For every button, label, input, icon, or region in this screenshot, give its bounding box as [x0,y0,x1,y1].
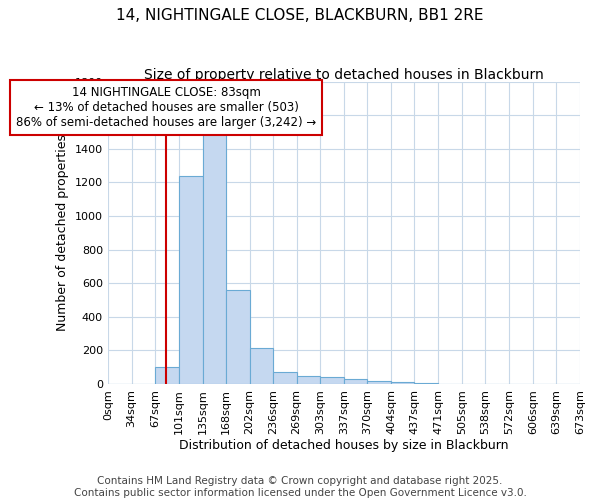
Bar [155,368,179,384]
Bar [250,348,274,384]
Text: Contains HM Land Registry data © Crown copyright and database right 2025.
Contai: Contains HM Land Registry data © Crown c… [74,476,526,498]
Bar [415,383,438,384]
Title: Size of property relative to detached houses in Blackburn: Size of property relative to detached ho… [144,68,544,82]
Bar [179,176,203,384]
Bar [203,132,226,384]
Bar [274,372,296,384]
Y-axis label: Number of detached properties: Number of detached properties [56,134,69,332]
Bar [344,379,367,384]
Text: 14 NIGHTINGALE CLOSE: 83sqm
← 13% of detached houses are smaller (503)
86% of se: 14 NIGHTINGALE CLOSE: 83sqm ← 13% of det… [16,86,316,128]
Bar [296,376,320,384]
Bar [391,382,415,384]
X-axis label: Distribution of detached houses by size in Blackburn: Distribution of detached houses by size … [179,440,509,452]
Bar [226,290,250,384]
Bar [367,380,391,384]
Text: 14, NIGHTINGALE CLOSE, BLACKBURN, BB1 2RE: 14, NIGHTINGALE CLOSE, BLACKBURN, BB1 2R… [116,8,484,22]
Bar [320,376,344,384]
